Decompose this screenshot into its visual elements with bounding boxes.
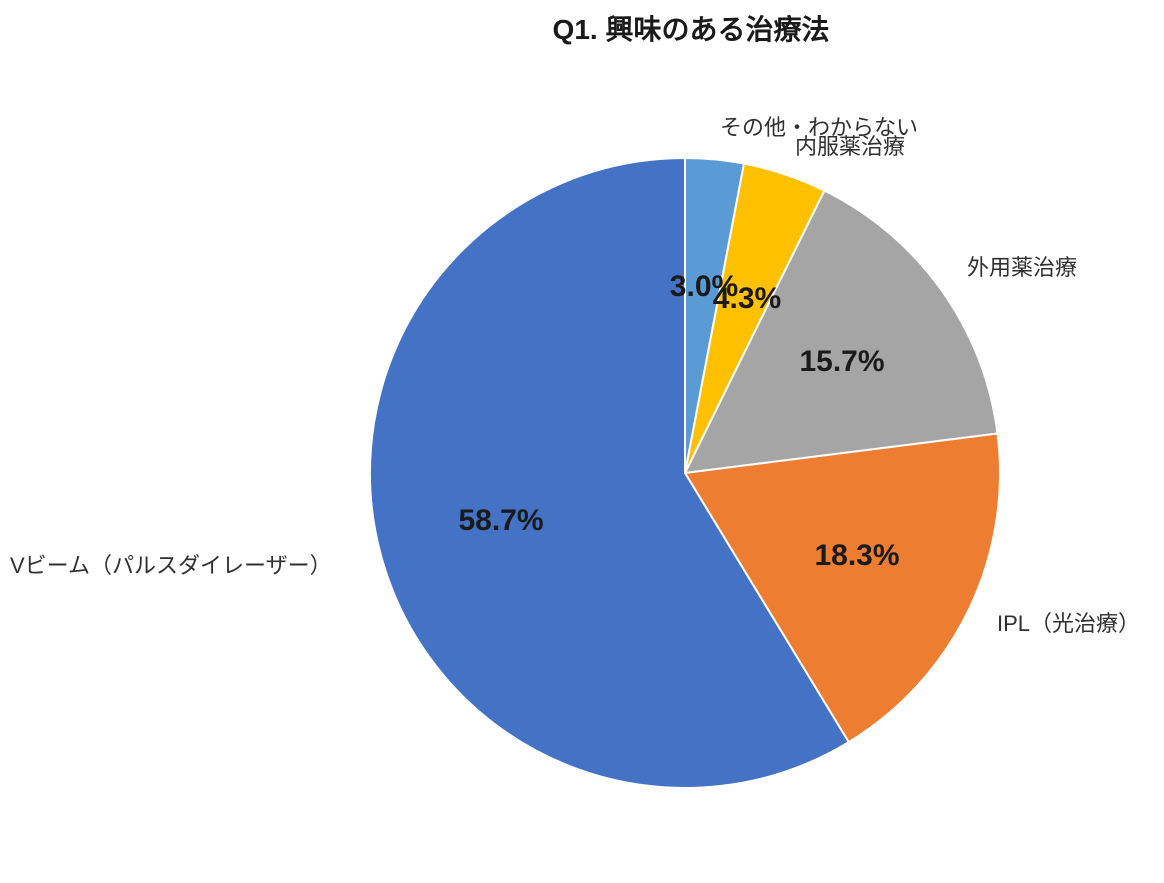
slice-label-vbeam: Vビーム（パルスダイレーザー） (10, 553, 332, 578)
slice-label-ipl: IPL（光治療） (997, 611, 1141, 636)
percent-label-other-unknown: 3.0% (669, 270, 739, 303)
pie-slice-3 (684, 432, 1001, 744)
slice-label-other-unknown: その他・わからない (720, 115, 919, 140)
pie-slice-2 (684, 189, 999, 474)
slice-label-oral-medication: 内服薬治療 (795, 134, 906, 159)
percent-label-ipl: 18.3% (814, 539, 900, 572)
percent-label-oral-medication: 4.3% (712, 282, 782, 315)
percent-label-topical-medication: 15.7% (799, 345, 885, 378)
percent-label-vbeam: 58.7% (458, 504, 544, 537)
chart-title: Q1. 興味のある治療法 (552, 14, 830, 45)
pie-slice-4 (369, 157, 850, 789)
slice-label-topical-medication: 外用薬治療 (967, 255, 1078, 280)
